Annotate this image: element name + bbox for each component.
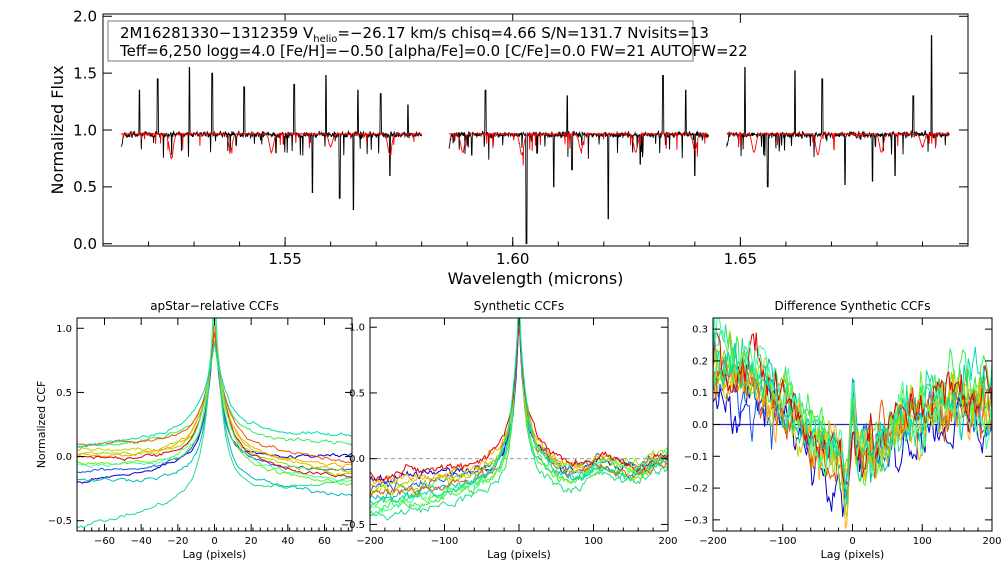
y-tick-label: 0.0 [73,235,97,253]
y-tick-label: 0.1 [692,388,708,399]
ccf-line [370,318,668,485]
y-tick-label: −0.5 [341,520,365,531]
y-tick-label: −0.3 [684,515,708,526]
ccf-line [370,318,668,497]
x-tick-label: −20 [167,536,188,547]
x-tick-label: 0 [516,536,522,547]
x-tick-label: 1.55 [268,250,301,268]
ccf-line [370,318,668,517]
x-axis-label: Wavelength (microns) [448,269,624,288]
x-tick-label: −100 [769,536,796,547]
ccf-line [77,318,352,484]
plot-area [370,318,668,521]
ccf-line [77,318,352,487]
ccf-line [77,318,352,478]
x-tick-label: −200 [699,536,726,547]
ccf-line [370,318,668,515]
annotation-params: =−26.17 km/s chisq=4.66 S/N=131.7 Nvisit… [337,24,708,42]
x-tick-label: 0 [211,536,217,547]
y-tick-label: 1.0 [73,121,97,139]
x-tick-label: 200 [658,536,677,547]
y-tick-label: 1.5 [73,64,97,82]
y-axis-label: Normalized Flux [48,65,67,194]
ccf-line [713,330,992,487]
chart-title: Synthetic CCFs [474,299,564,313]
ccf-line [713,331,992,505]
panel-2: −200 −100 0 100 200 −0.5 0.0 0.5 1.0 Synthetic CC… [341,299,678,561]
y-tick-label: 0.5 [349,388,365,399]
ccf-line [77,342,352,448]
y-tick-label: 1.0 [56,324,72,335]
x-axis-label: Lag (pixels) [183,548,247,561]
chart-title: Difference Synthetic CCFs [774,299,930,313]
x-tick-label: 60 [318,536,331,547]
x-tick-label: 20 [245,536,258,547]
x-tick-label: 100 [913,536,932,547]
x-tick-label: 100 [584,536,603,547]
ccf-line [77,340,352,449]
ccf-line [370,318,668,485]
annotation-box [107,20,694,62]
plot-frame [102,13,969,247]
y-tick-label: −0.5 [48,516,72,527]
observed-spectrum [448,74,709,245]
panel-3: −200 −100 0 100 200 −0.3 −0.2 −0.1 0.0 0.1 0.2 0.3 D… [684,299,1002,561]
ccf-line [370,321,668,483]
ccf-line [77,318,352,483]
ccf-line [713,356,992,482]
x-tick-label: 40 [281,536,294,547]
plot-area [120,35,951,245]
chart-title: apStar−relative CCFs [150,299,279,313]
x-tick-label: −60 [94,536,115,547]
x-tick-label: −40 [131,536,152,547]
ccf-line [77,318,352,474]
y-tick-label: 0.0 [692,420,708,431]
x-tick-label: 0 [849,536,855,547]
x-tick-label: 200 [982,536,1001,547]
ccf-line [77,331,352,464]
y-axis-label: Normalized CCF [35,381,48,469]
ccf-line [370,318,668,505]
y-tick-label: −0.2 [684,484,708,495]
plot-frame [369,317,669,532]
y-tick-label: 0.3 [692,325,708,336]
annotation-line1: 2M16281330−1312359 Vhelio=−26.17 km/s ch… [120,24,709,45]
y-tick-label: 1.0 [349,323,365,334]
y-tick-label: 0.0 [349,454,365,465]
y-tick-label: 0.0 [56,452,72,463]
panel-0: 1.55 1.60 1.65 0.0 0.5 1.0 1.5 2.0 Wavelength (m… [48,8,969,288]
x-tick-label: 1.65 [724,250,757,268]
ccf-line [77,318,352,497]
model-spectrum [448,131,709,166]
model-spectrum [726,132,951,156]
x-tick-label: −100 [431,536,458,547]
plot-frame [712,317,993,532]
x-tick-label: 1.60 [496,250,529,268]
x-axis-label: Lag (pixels) [487,548,551,561]
plot-frame [76,317,353,532]
annotation-line2: Teff=6,250 logg=4.0 [Fe/H]=−0.50 [alpha/… [119,42,748,60]
x-axis-label: Lag (pixels) [821,548,885,561]
annotation-subscript: helio [313,34,337,45]
ccf-line [370,318,668,521]
y-tick-label: −0.1 [684,452,708,463]
model-spectrum [120,131,422,161]
y-tick-label: 2.0 [73,8,97,26]
y-tick-label: 0.5 [56,388,72,399]
x-tick-label: −200 [356,536,383,547]
ccf-line [77,318,352,528]
y-tick-label: 0.5 [73,178,97,196]
plot-area [713,318,992,529]
panel-1: −60 −40 −20 0 20 40 60 −0.5 0.0 0.5 1.0 apStar−rela… [35,299,353,561]
annotation-star-id: 2M16281330−1312359 V [120,24,314,42]
observed-spectrum [120,67,423,211]
observed-spectrum [726,35,951,188]
y-tick-label: 0.2 [692,356,708,367]
ccf-line [370,318,668,510]
ccf-line [713,318,992,491]
